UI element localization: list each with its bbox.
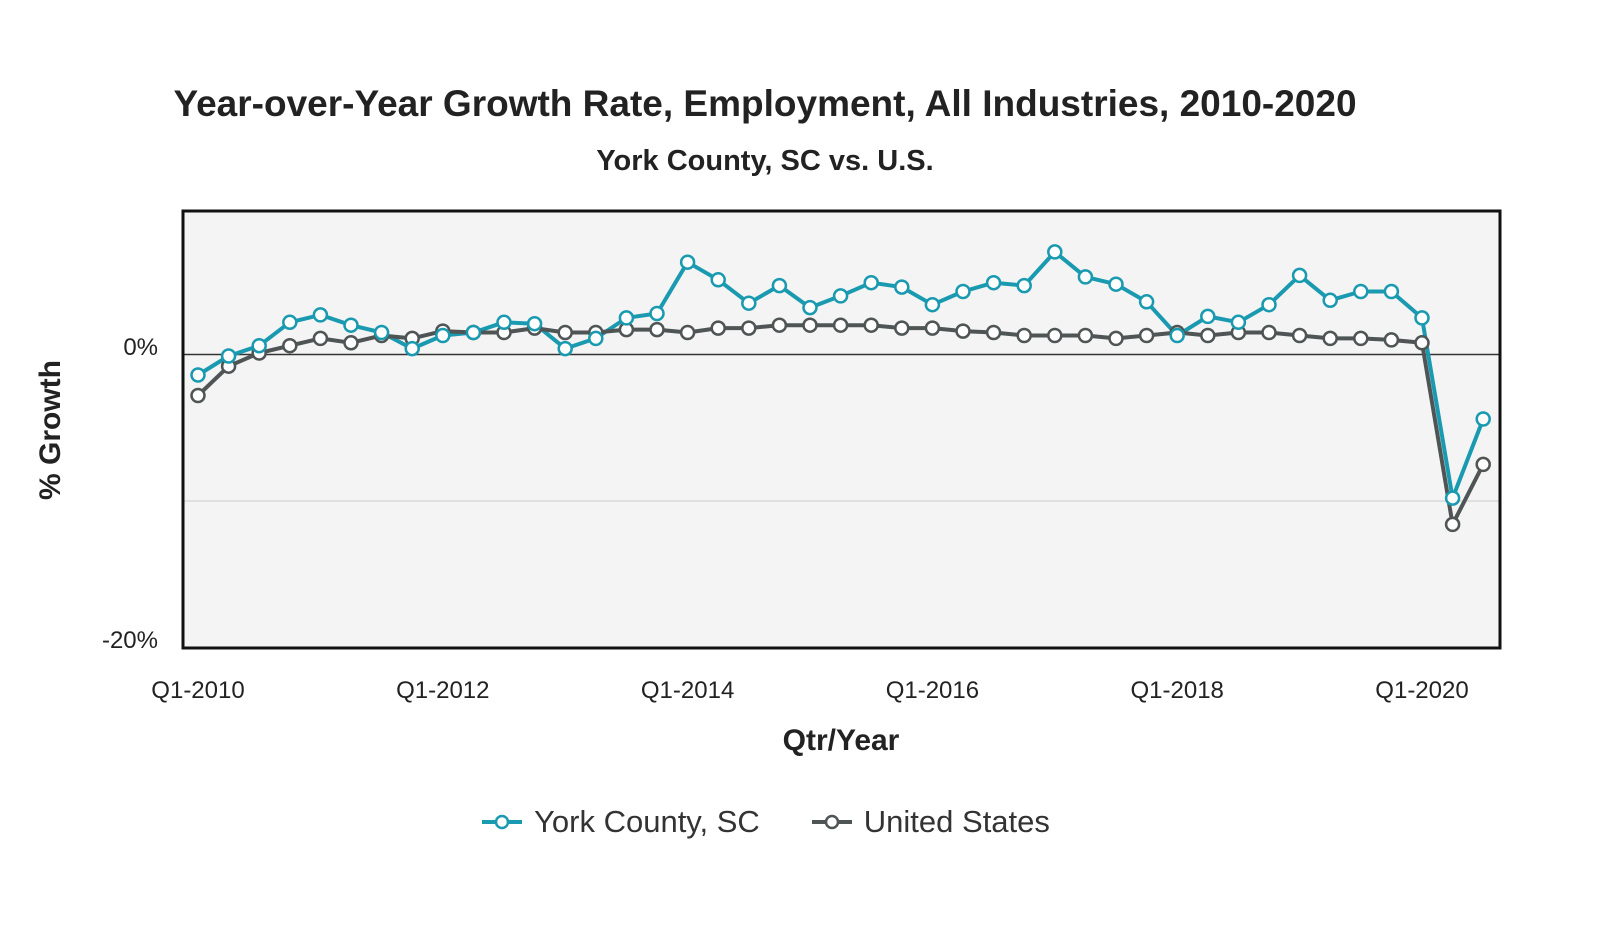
data-point-united-states[interactable] bbox=[282, 337, 298, 354]
legend-item-york[interactable]: York County, SC bbox=[480, 804, 760, 840]
legend-marker-us bbox=[811, 814, 852, 830]
data-point-york-county[interactable] bbox=[1414, 310, 1430, 326]
data-point-united-states[interactable] bbox=[710, 320, 726, 336]
data-point-york-county[interactable] bbox=[832, 288, 849, 304]
data-point-united-states[interactable] bbox=[1291, 327, 1308, 344]
data-point-york-county[interactable] bbox=[435, 327, 451, 344]
y-tick-label-1: -20% bbox=[102, 627, 158, 654]
x-tick-label: Q1-2010 bbox=[151, 677, 244, 704]
data-point-york-county[interactable] bbox=[679, 254, 696, 270]
legend-label-york: York County, SC bbox=[534, 804, 760, 839]
x-tick-label: Q1-2012 bbox=[396, 677, 489, 704]
data-point-united-states[interactable] bbox=[679, 324, 696, 341]
data-point-york-county[interactable] bbox=[985, 274, 1002, 291]
data-point-york-county[interactable] bbox=[343, 317, 359, 333]
data-point-united-states[interactable] bbox=[1353, 330, 1369, 347]
data-point-united-states[interactable] bbox=[741, 320, 757, 336]
data-point-united-states[interactable] bbox=[1261, 324, 1277, 341]
data-point-york-county[interactable] bbox=[1291, 267, 1308, 284]
data-point-united-states[interactable] bbox=[312, 330, 329, 347]
plot-area bbox=[183, 211, 1500, 648]
data-point-york-county[interactable] bbox=[1322, 292, 1338, 309]
data-point-york-county[interactable] bbox=[190, 367, 206, 383]
data-point-york-county[interactable] bbox=[588, 330, 604, 347]
data-point-united-states[interactable] bbox=[1077, 327, 1094, 344]
data-point-york-county[interactable] bbox=[924, 296, 941, 313]
data-point-united-states[interactable] bbox=[557, 324, 573, 341]
data-point-york-county[interactable] bbox=[526, 315, 543, 332]
data-point-united-states[interactable] bbox=[1383, 332, 1400, 348]
y-axis-title: % Growth bbox=[34, 360, 67, 500]
x-tick-label: Q1-2014 bbox=[641, 677, 734, 704]
x-tick-label: Q1-2018 bbox=[1130, 677, 1223, 704]
chart-title: Year-over-Year Growth Rate, Employment, … bbox=[173, 83, 1357, 124]
data-point-york-county[interactable] bbox=[1108, 276, 1124, 292]
data-point-united-states[interactable] bbox=[1414, 335, 1430, 351]
data-point-york-county[interactable] bbox=[557, 340, 573, 357]
data-point-york-county[interactable] bbox=[1016, 277, 1032, 294]
data-point-york-county[interactable] bbox=[1383, 283, 1400, 300]
data-point-york-county[interactable] bbox=[1138, 294, 1155, 310]
data-point-york-county[interactable] bbox=[1444, 490, 1461, 506]
x-tick-label: Q1-2016 bbox=[886, 677, 979, 704]
data-point-united-states[interactable] bbox=[1108, 330, 1124, 347]
data-point-united-states[interactable] bbox=[1475, 456, 1491, 473]
data-point-york-county[interactable] bbox=[649, 305, 665, 322]
data-point-united-states[interactable] bbox=[190, 387, 206, 404]
data-point-york-county[interactable] bbox=[771, 277, 788, 294]
data-point-united-states[interactable] bbox=[1322, 330, 1338, 347]
data-point-united-states[interactable] bbox=[649, 321, 665, 338]
data-point-york-county[interactable] bbox=[1261, 296, 1277, 313]
data-point-york-county[interactable] bbox=[404, 340, 420, 357]
plot-frame bbox=[181, 209, 1502, 650]
data-point-united-states[interactable] bbox=[1138, 327, 1155, 344]
data-point-york-county[interactable] bbox=[1475, 411, 1491, 427]
data-point-united-states[interactable] bbox=[832, 317, 849, 333]
data-point-united-states[interactable] bbox=[924, 320, 941, 336]
data-point-york-county[interactable] bbox=[1200, 308, 1216, 325]
data-point-york-county[interactable] bbox=[1230, 314, 1247, 331]
data-point-york-county[interactable] bbox=[710, 272, 726, 288]
chart-subtitle: York County, SC vs. U.S. bbox=[596, 145, 934, 177]
data-point-york-county[interactable] bbox=[1077, 269, 1094, 285]
data-point-york-county[interactable] bbox=[1047, 244, 1063, 260]
data-point-united-states[interactable] bbox=[955, 323, 971, 339]
data-point-york-county[interactable] bbox=[741, 295, 757, 311]
data-point-york-county[interactable] bbox=[496, 314, 512, 331]
data-point-united-states[interactable] bbox=[343, 335, 359, 351]
data-point-united-states[interactable] bbox=[1200, 327, 1216, 344]
legend-label-us: United States bbox=[863, 804, 1050, 839]
data-point-york-county[interactable] bbox=[282, 314, 298, 331]
data-point-york-county[interactable] bbox=[465, 324, 482, 341]
data-point-united-states[interactable] bbox=[985, 324, 1002, 341]
data-point-united-states[interactable] bbox=[1444, 516, 1461, 533]
x-tick-label: Q1-2020 bbox=[1375, 677, 1468, 704]
legend-item-us[interactable]: United States bbox=[810, 804, 1050, 840]
x-axis-title: Qtr/Year bbox=[783, 724, 900, 757]
data-point-york-county[interactable] bbox=[1353, 283, 1369, 300]
data-point-york-county[interactable] bbox=[251, 337, 267, 354]
data-point-york-county[interactable] bbox=[802, 299, 818, 316]
data-point-york-county[interactable] bbox=[312, 307, 329, 323]
data-point-united-states[interactable] bbox=[802, 317, 818, 333]
data-point-united-states[interactable] bbox=[1047, 327, 1063, 344]
y-tick-label-0: 0% bbox=[123, 334, 158, 361]
data-point-united-states[interactable] bbox=[894, 320, 910, 336]
data-point-york-county[interactable] bbox=[955, 283, 971, 300]
data-point-united-states[interactable] bbox=[771, 317, 788, 333]
data-point-york-county[interactable] bbox=[894, 279, 910, 295]
data-point-york-county[interactable] bbox=[1169, 327, 1185, 344]
data-point-united-states[interactable] bbox=[863, 317, 879, 333]
data-point-united-states[interactable] bbox=[1016, 327, 1032, 344]
data-point-york-county[interactable] bbox=[373, 324, 390, 341]
data-point-york-county[interactable] bbox=[220, 348, 237, 364]
legend: York County, SC United States bbox=[0, 804, 1530, 840]
data-point-york-county[interactable] bbox=[863, 274, 879, 291]
legend-marker-york bbox=[482, 814, 523, 830]
data-point-york-county[interactable] bbox=[618, 310, 635, 326]
